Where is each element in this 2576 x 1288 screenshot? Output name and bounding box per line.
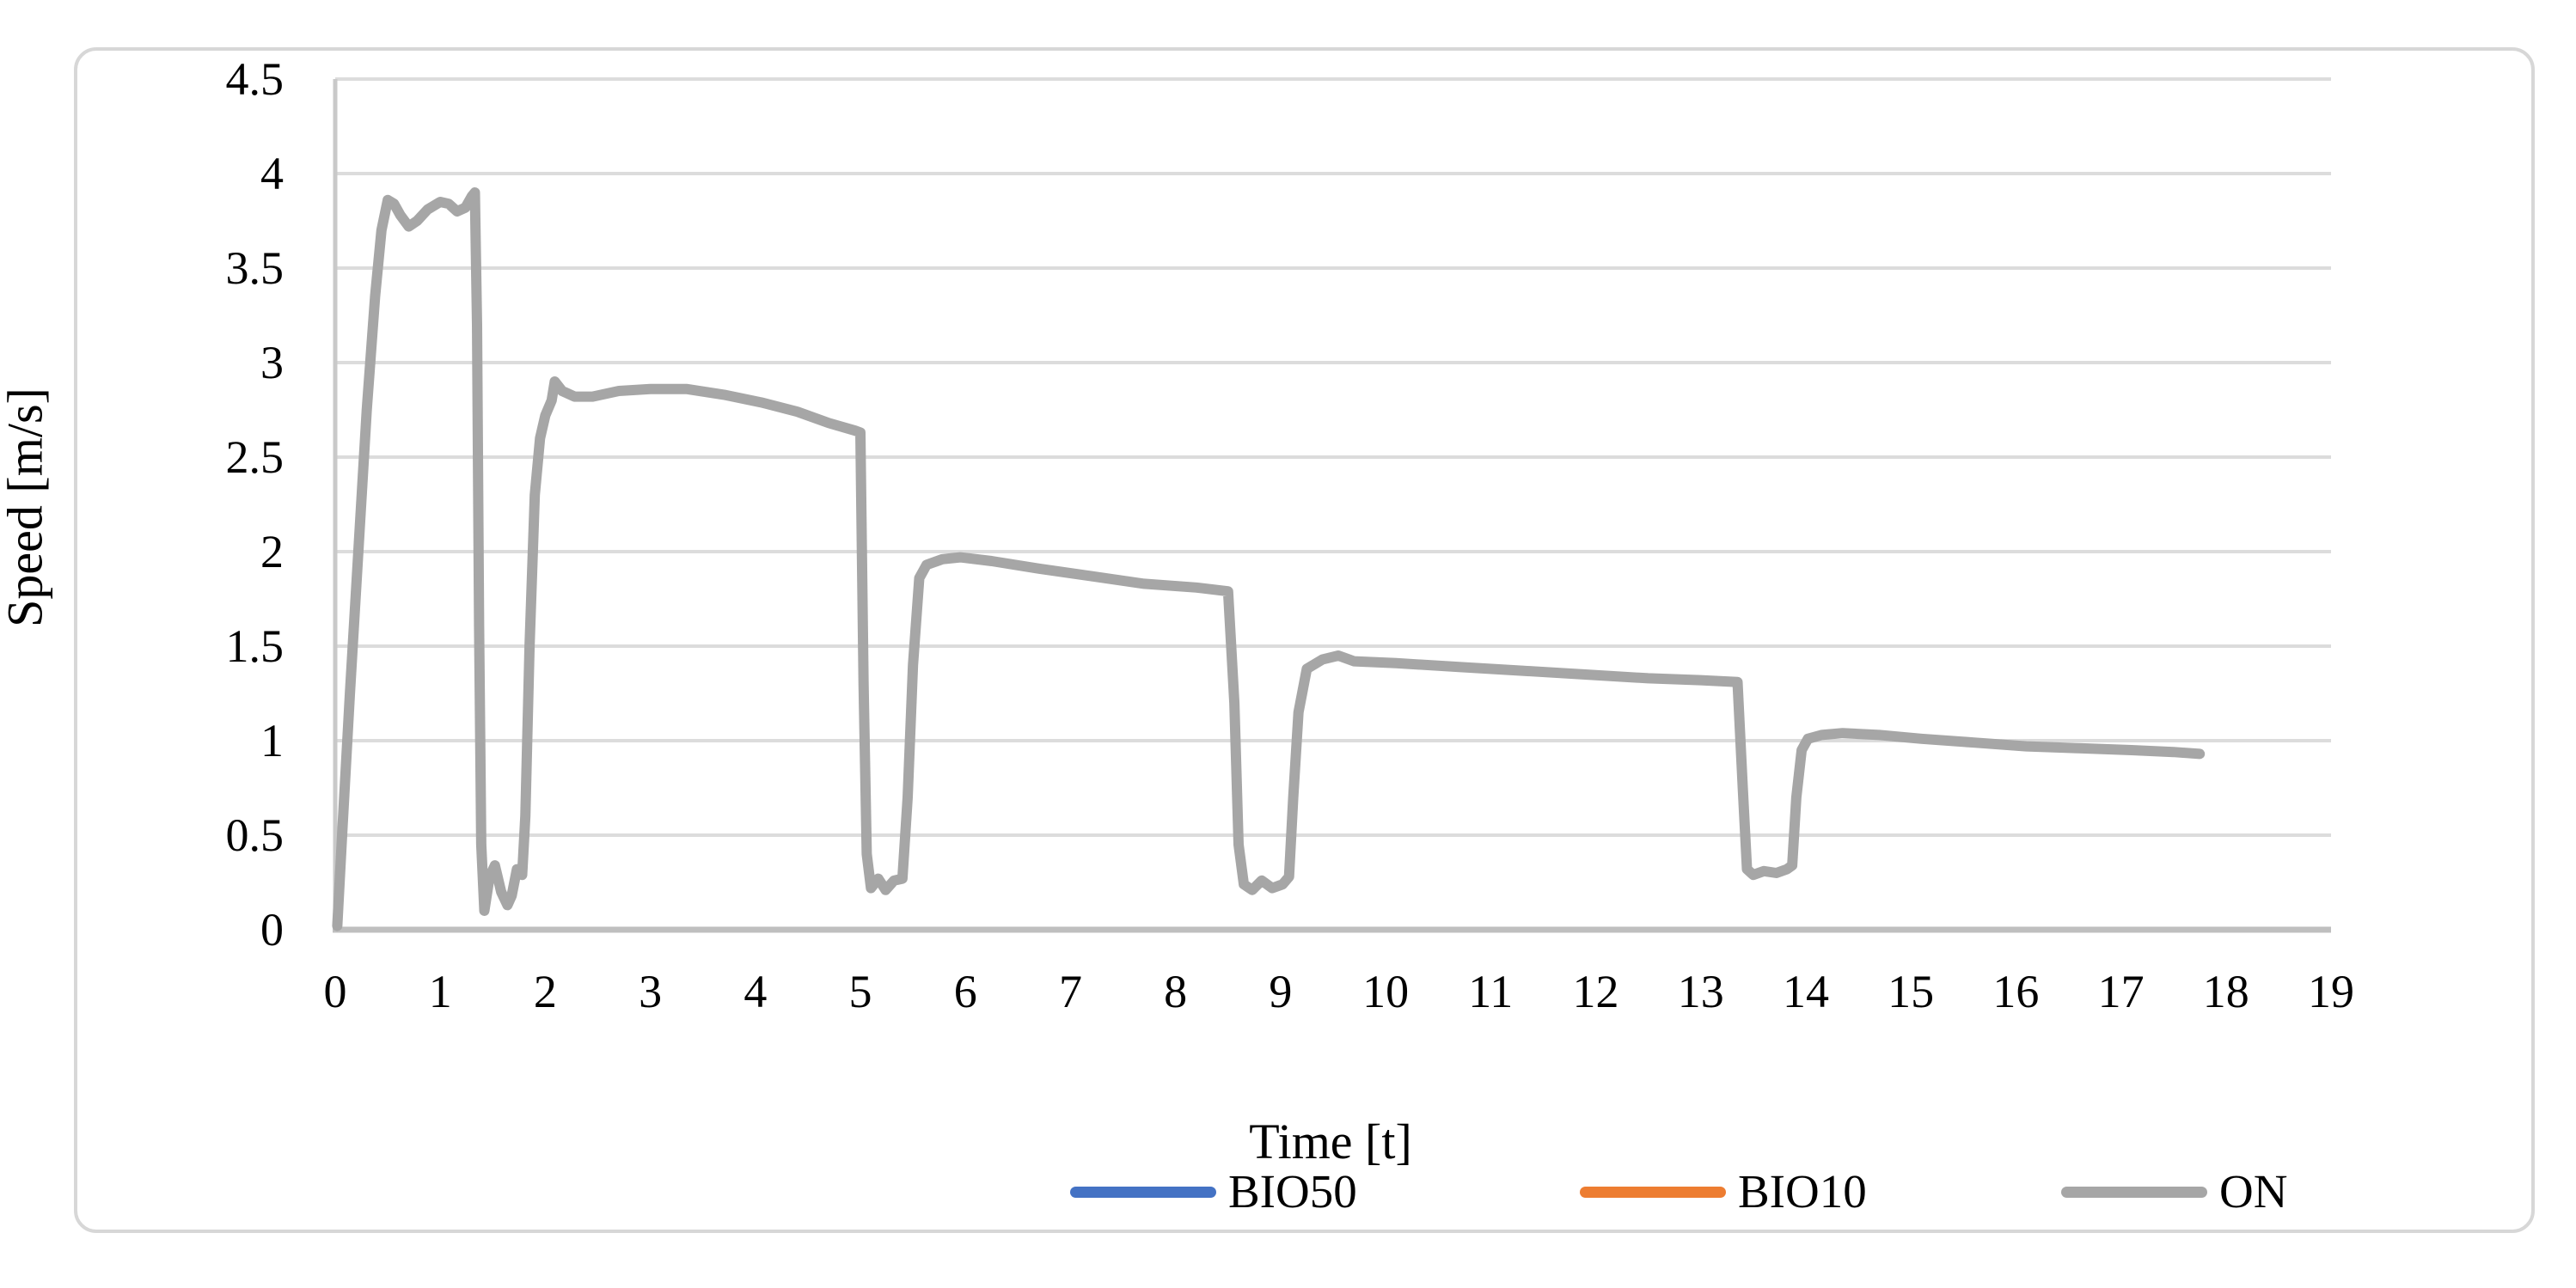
y-tick-label: 4.5 [225, 53, 285, 105]
x-tick-label: 2 [533, 966, 557, 1017]
x-tick-label: 16 [1992, 966, 2040, 1017]
legend-item-bio50: BIO50 [1070, 1162, 1357, 1222]
y-tick-label: 0.5 [225, 809, 285, 861]
y-tick-label: 3 [260, 337, 284, 388]
legend-swatch-bio50 [1070, 1186, 1216, 1198]
x-tick-label: 13 [1677, 966, 1724, 1017]
y-axis-title: Speed [m/s] [0, 388, 53, 627]
x-tick-label: 15 [1888, 966, 1935, 1017]
y-tick-label: 1 [260, 715, 284, 766]
x-tick-label: 7 [1058, 966, 1082, 1017]
y-tick-label: 2 [260, 526, 284, 577]
y-tick-label: 4 [260, 148, 284, 199]
x-tick-label: 4 [743, 966, 768, 1017]
legend-label: BIO10 [1738, 1165, 1867, 1218]
legend-swatch-on [2061, 1186, 2207, 1198]
series-line-on [332, 187, 2206, 931]
chart-legend: BIO50 BIO10 ON [0, 1162, 2576, 1222]
x-tick-label: 0 [323, 966, 347, 1017]
y-tick-label: 0 [260, 904, 284, 955]
x-tick-label: 14 [1782, 966, 1829, 1017]
x-tick-label: 17 [2097, 966, 2145, 1017]
x-tick-label: 1 [428, 966, 452, 1017]
x-tick-label: 6 [953, 966, 977, 1017]
legend-item-bio10: BIO10 [1580, 1162, 1867, 1222]
y-tick-label: 3.5 [225, 242, 285, 294]
legend-item-on: ON [2061, 1162, 2287, 1222]
x-tick-label: 5 [848, 966, 872, 1017]
x-tick-label: 19 [2307, 966, 2354, 1017]
x-tick-label: 3 [639, 966, 663, 1017]
x-tick-label: 12 [1572, 966, 1619, 1017]
x-tick-label: 10 [1362, 966, 1410, 1017]
y-tick-label: 1.5 [225, 620, 285, 672]
y-tick-label: 2.5 [225, 431, 285, 483]
x-tick-label: 11 [1468, 966, 1514, 1017]
x-tick-label: 9 [1269, 966, 1293, 1017]
legend-label: BIO50 [1228, 1165, 1357, 1218]
legend-label: ON [2219, 1165, 2288, 1218]
x-axis-title: Time [t] [1249, 1114, 1412, 1169]
x-tick-label: 8 [1164, 966, 1188, 1017]
x-tick-label: 18 [2202, 966, 2249, 1017]
legend-swatch-bio10 [1580, 1186, 1726, 1198]
